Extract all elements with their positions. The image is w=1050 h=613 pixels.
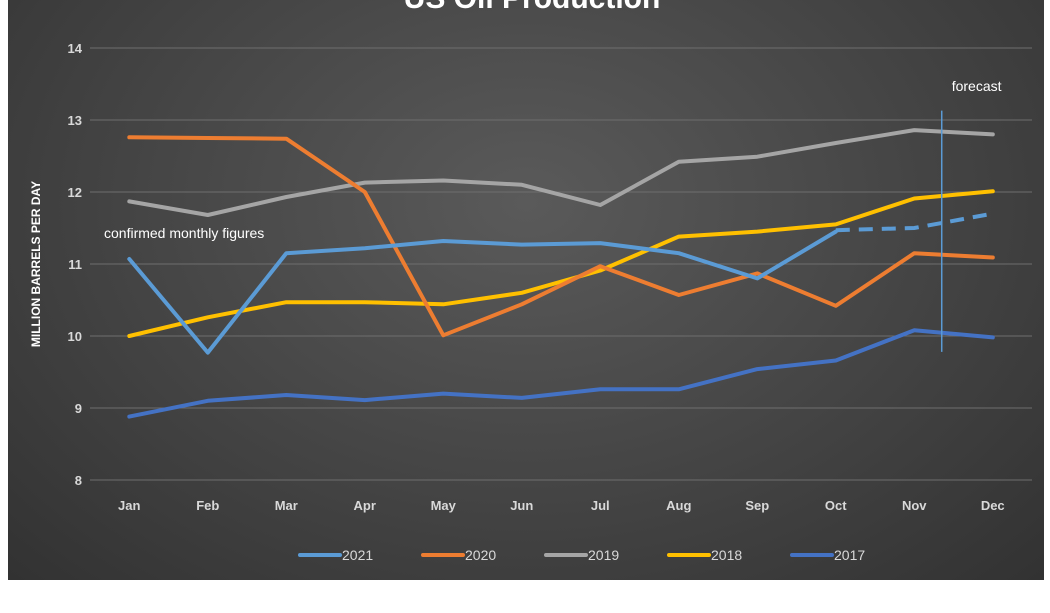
y-tick-label: 12 bbox=[68, 185, 82, 200]
x-tick-label: Mar bbox=[275, 498, 298, 513]
chart-frame: US Oil Production MILLION BARRELS PER DA… bbox=[8, 0, 1044, 580]
forecast-annotation: forecast bbox=[952, 78, 1002, 94]
x-tick-label: Dec bbox=[981, 498, 1005, 513]
series-line-2018 bbox=[127, 189, 995, 338]
x-tick-labels: Jan Feb Mar Apr May Jun Jul Aug Sep Oct Nov Dec bbox=[118, 498, 1005, 513]
gridlines bbox=[90, 47, 1032, 481]
y-tick-label: 8 bbox=[75, 473, 82, 488]
series-line-2017 bbox=[127, 328, 995, 419]
legend-label-2018: 2018 bbox=[711, 547, 742, 563]
series-line-2020 bbox=[127, 135, 995, 338]
y-tick-labels: 8 9 10 11 12 13 14 bbox=[68, 41, 83, 488]
x-tick-label: Sep bbox=[745, 498, 769, 513]
x-tick-label: Aug bbox=[666, 498, 691, 513]
chart-svg: US Oil Production MILLION BARRELS PER DA… bbox=[29, 0, 1032, 563]
x-tick-label: Jan bbox=[118, 498, 140, 513]
confirmed-annotation: confirmed monthly figures bbox=[104, 225, 264, 241]
legend-label-2020: 2020 bbox=[465, 547, 496, 563]
series-line-2021 bbox=[127, 229, 838, 355]
x-tick-label: Apr bbox=[354, 498, 376, 513]
x-tick-label: May bbox=[431, 498, 457, 513]
legend-label-2021: 2021 bbox=[342, 547, 373, 563]
series-forecast-line-2021 bbox=[835, 211, 994, 233]
x-tick-label: Feb bbox=[196, 498, 219, 513]
legend-label-2019: 2019 bbox=[588, 547, 619, 563]
legend: 2021 2020 2019 2018 2017 bbox=[298, 547, 865, 563]
y-tick-label: 14 bbox=[68, 41, 83, 56]
legend-label-2017: 2017 bbox=[834, 547, 865, 563]
x-tick-label: Oct bbox=[825, 498, 847, 513]
y-tick-label: 10 bbox=[68, 329, 82, 344]
y-tick-label: 9 bbox=[75, 401, 82, 416]
y-tick-label: 13 bbox=[68, 113, 82, 128]
y-axis-label: MILLION BARRELS PER DAY bbox=[29, 181, 43, 347]
series-lines bbox=[127, 128, 995, 419]
x-tick-label: Nov bbox=[902, 498, 927, 513]
x-tick-label: Jun bbox=[510, 498, 533, 513]
y-tick-label: 11 bbox=[68, 257, 82, 272]
series-line-2019 bbox=[127, 128, 995, 217]
chart-title: US Oil Production bbox=[404, 0, 661, 15]
x-tick-label: Jul bbox=[591, 498, 610, 513]
annotations: forecast confirmed monthly figures bbox=[104, 78, 1002, 352]
